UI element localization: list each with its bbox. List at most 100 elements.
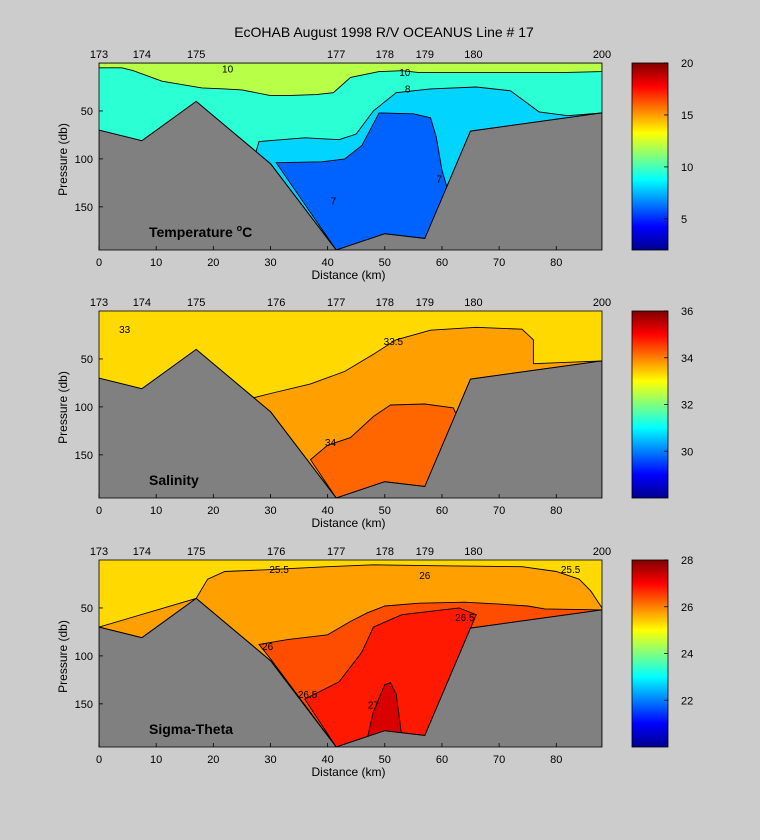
y-tick-label: 150 xyxy=(75,450,93,462)
station-label: 175 xyxy=(187,297,205,309)
contour-label: 34 xyxy=(325,438,337,449)
y-axis-label: Pressure (db) xyxy=(56,123,70,196)
x-tick-label: 70 xyxy=(493,257,505,269)
colorbar-tick-label: 28 xyxy=(681,555,693,567)
colorbar-tick-label: 15 xyxy=(681,110,693,122)
x-tick-label: 20 xyxy=(207,505,219,517)
plot-frame xyxy=(98,310,603,499)
x-tick-label: 20 xyxy=(207,754,219,766)
plot-frame xyxy=(98,559,603,748)
contour-label: 25.5 xyxy=(269,565,289,576)
station-label: 179 xyxy=(416,49,434,61)
seafloor-topography xyxy=(99,100,602,250)
contour-label: 33.5 xyxy=(384,337,404,348)
station-label: 200 xyxy=(593,546,611,558)
station-label: 180 xyxy=(464,49,482,61)
y-tick-label: 100 xyxy=(75,651,93,663)
x-tick-label: 70 xyxy=(493,505,505,517)
x-tick-label: 0 xyxy=(96,505,102,517)
colorbar xyxy=(631,62,669,251)
panel-1: 33 33.5 34 0 10 20 30 40 50 60 70 80 50 100 150 173 174 1… xyxy=(56,297,693,530)
contour-label: 26 xyxy=(262,642,274,653)
x-tick-label: 80 xyxy=(550,505,562,517)
contour-label: 25.5 xyxy=(561,565,581,576)
contour-label: 8 xyxy=(405,85,411,96)
x-tick-label: 0 xyxy=(96,754,102,766)
colorbar-tick-label: 32 xyxy=(681,400,693,412)
x-tick-label: 10 xyxy=(150,754,162,766)
contour-label: 7 xyxy=(436,175,442,186)
contour-label: 26.5 xyxy=(455,613,475,624)
station-label: 174 xyxy=(133,546,151,558)
panel-label-main: Salinity xyxy=(149,472,199,488)
plot-frame xyxy=(98,62,603,251)
x-tick-label: 30 xyxy=(264,505,276,517)
panel-2: 25.5 25.5 26 26.5 26 26.5 27 0 10 20 30 40 50 60 70 80 5… xyxy=(56,546,693,779)
station-label: 178 xyxy=(376,546,394,558)
colorbar-tick-label: 26 xyxy=(681,602,693,614)
y-tick-label: 100 xyxy=(75,402,93,414)
panel-label-superscript: o xyxy=(237,223,243,233)
station-label: 177 xyxy=(327,297,345,309)
x-tick-label: 60 xyxy=(436,257,448,269)
panel-label: Sigma-Theta xyxy=(149,721,233,737)
station-label: 177 xyxy=(327,49,345,61)
contour-label: 7 xyxy=(331,197,337,208)
x-tick-label: 50 xyxy=(379,754,391,766)
station-label: 179 xyxy=(416,297,434,309)
x-tick-label: 80 xyxy=(550,754,562,766)
panel-label: Temperature oC xyxy=(149,223,252,240)
plot-area: 33 33.5 34 xyxy=(99,311,602,498)
panel-label-main: Sigma-Theta xyxy=(149,721,233,737)
seafloor-topography xyxy=(99,597,602,747)
y-axis-label: Pressure (db) xyxy=(56,371,70,444)
station-label: 200 xyxy=(593,297,611,309)
x-tick-label: 60 xyxy=(436,754,448,766)
x-tick-label: 80 xyxy=(550,257,562,269)
y-tick-label: 100 xyxy=(75,154,93,166)
x-axis-label: Distance (km) xyxy=(311,516,385,530)
x-tick-label: 40 xyxy=(322,754,334,766)
station-label: 176 xyxy=(267,546,285,558)
station-label: 174 xyxy=(133,297,151,309)
panel-label-main: Temperature xyxy=(149,224,237,240)
colorbar-tick-label: 30 xyxy=(681,446,693,458)
colorbar-tick-label: 10 xyxy=(681,162,693,174)
station-label: 178 xyxy=(376,297,394,309)
colorbar-tick-label: 5 xyxy=(681,214,687,226)
station-label: 174 xyxy=(133,49,151,61)
station-label: 176 xyxy=(267,297,285,309)
colorbar-tick-label: 34 xyxy=(681,353,693,365)
contour-label: 33 xyxy=(119,325,131,336)
y-tick-label: 150 xyxy=(75,699,93,711)
station-label: 173 xyxy=(90,297,108,309)
colorbar xyxy=(631,310,669,499)
station-label: 180 xyxy=(464,297,482,309)
y-tick-label: 50 xyxy=(81,603,93,615)
contour-label: 26 xyxy=(419,571,431,582)
station-label: 175 xyxy=(187,546,205,558)
station-label: 179 xyxy=(416,546,434,558)
x-tick-label: 40 xyxy=(322,257,334,269)
contour-label: 10 xyxy=(222,64,234,75)
y-tick-label: 50 xyxy=(81,354,93,366)
x-tick-label: 50 xyxy=(379,505,391,517)
station-label: 180 xyxy=(464,546,482,558)
station-label: 178 xyxy=(376,49,394,61)
station-label: 177 xyxy=(327,546,345,558)
x-tick-label: 50 xyxy=(379,257,391,269)
y-tick-label: 50 xyxy=(81,106,93,118)
colorbar-tick-label: 24 xyxy=(681,649,693,661)
contour-label: 26.5 xyxy=(298,690,318,701)
contour-label: 10 xyxy=(399,68,411,79)
colorbar-tick-label: 22 xyxy=(681,695,693,707)
station-label: 173 xyxy=(90,546,108,558)
y-axis-label: Pressure (db) xyxy=(56,620,70,693)
x-tick-label: 20 xyxy=(207,257,219,269)
panel-label: Salinity xyxy=(149,472,199,488)
panel-label-unit: C xyxy=(242,224,252,240)
seafloor-topography xyxy=(99,348,602,498)
contour-label: 27 xyxy=(368,700,380,711)
